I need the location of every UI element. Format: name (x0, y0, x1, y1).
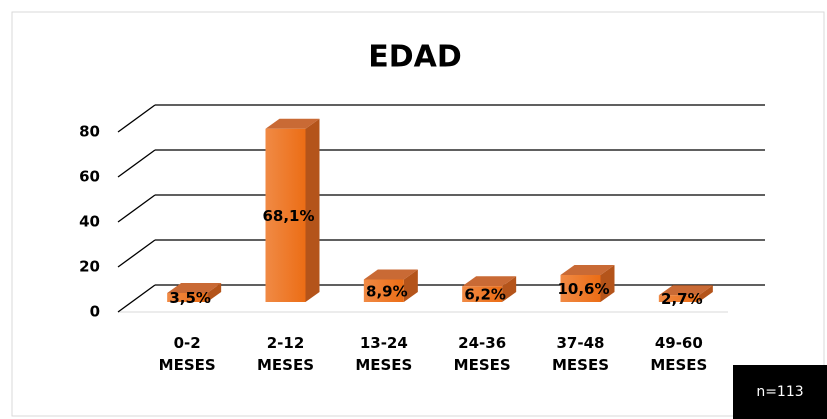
bar-side (305, 118, 320, 302)
bar-top (265, 118, 320, 129)
value-label: 6,2% (464, 286, 506, 304)
value-label: 10,6% (557, 280, 609, 298)
value-label: 8,9% (366, 282, 408, 300)
y-tick-label: 40 (79, 213, 100, 231)
bar-side (698, 285, 713, 302)
bar (265, 128, 306, 302)
x-tick-label: 2-12 MESES (256, 334, 315, 374)
grid-line-depth (117, 149, 156, 178)
annotation: n=113 (733, 365, 827, 419)
bar-side (403, 269, 418, 302)
y-tick-label: 0 (90, 303, 100, 321)
x-tick-label: 13-24 MESES (355, 334, 413, 374)
y-tick-label: 80 (79, 123, 100, 141)
bar (363, 279, 404, 302)
chart-border (11, 11, 825, 417)
x-tick-label: 24-36 MESES (453, 334, 511, 374)
value-label: 2,7% (661, 290, 703, 308)
bar (560, 275, 601, 302)
bar-top (363, 269, 418, 280)
grid-line-depth (117, 284, 156, 313)
bar-side (600, 265, 615, 302)
value-label: 68,1% (262, 207, 314, 225)
y-tick-label: 20 (79, 258, 100, 276)
bar-side (207, 283, 222, 302)
bar-top (167, 283, 222, 293)
grid-line-depth (117, 239, 156, 268)
bar-top (462, 276, 517, 287)
bar-top (560, 265, 615, 275)
x-tick-label: 37-48 MESES (551, 334, 610, 374)
chart-title: EDAD (368, 40, 462, 75)
value-label: 3,5% (169, 289, 211, 307)
bar (658, 295, 699, 302)
x-tick-label: 49-60 MESES (650, 334, 708, 374)
bar (462, 286, 503, 302)
grid-line-depth (117, 194, 156, 223)
bar-top (658, 285, 713, 296)
bar (167, 293, 208, 302)
x-tick-label: 0-2 MESES (158, 334, 216, 374)
y-tick-label: 60 (79, 168, 100, 186)
grid-line-depth (117, 104, 156, 133)
bar-side (502, 276, 517, 302)
